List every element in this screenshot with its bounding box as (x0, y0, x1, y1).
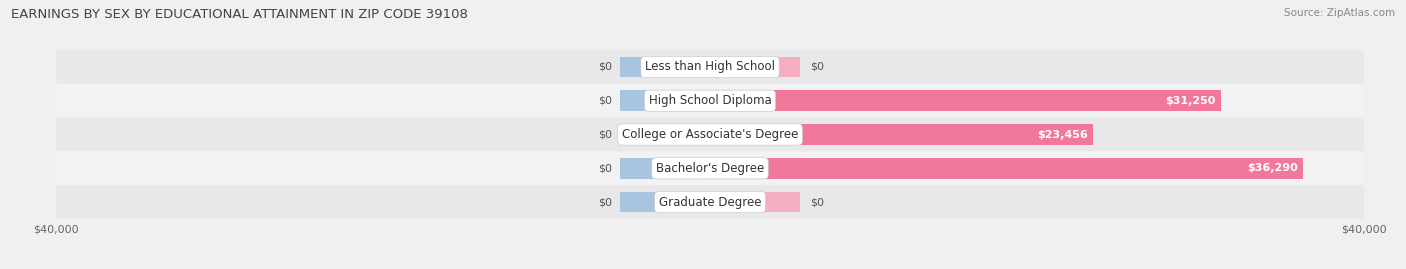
Text: $23,456: $23,456 (1038, 129, 1088, 140)
Bar (620, 192, 710, 213)
Bar (710, 192, 800, 213)
Text: $0: $0 (810, 62, 824, 72)
FancyBboxPatch shape (56, 118, 1364, 151)
Bar (620, 124, 710, 145)
Bar (620, 158, 710, 179)
FancyBboxPatch shape (56, 185, 1364, 219)
Bar (710, 158, 1303, 179)
Text: Less than High School: Less than High School (645, 61, 775, 73)
Text: College or Associate's Degree: College or Associate's Degree (621, 128, 799, 141)
Text: High School Diploma: High School Diploma (648, 94, 772, 107)
Text: $36,290: $36,290 (1247, 163, 1298, 173)
Text: Source: ZipAtlas.com: Source: ZipAtlas.com (1284, 8, 1395, 18)
FancyBboxPatch shape (56, 151, 1364, 185)
Text: $0: $0 (599, 129, 612, 140)
Text: Graduate Degree: Graduate Degree (659, 196, 761, 208)
Text: Bachelor's Degree: Bachelor's Degree (657, 162, 763, 175)
Text: $0: $0 (810, 197, 824, 207)
Bar (620, 56, 710, 77)
Text: EARNINGS BY SEX BY EDUCATIONAL ATTAINMENT IN ZIP CODE 39108: EARNINGS BY SEX BY EDUCATIONAL ATTAINMEN… (11, 8, 468, 21)
Bar (710, 124, 1094, 145)
FancyBboxPatch shape (56, 50, 1364, 84)
Bar (710, 90, 1220, 111)
FancyBboxPatch shape (56, 84, 1364, 118)
Text: $0: $0 (599, 96, 612, 106)
Text: $0: $0 (599, 197, 612, 207)
Text: $0: $0 (599, 163, 612, 173)
Bar (620, 90, 710, 111)
Text: $0: $0 (599, 62, 612, 72)
Bar (710, 56, 800, 77)
Text: $31,250: $31,250 (1166, 96, 1216, 106)
